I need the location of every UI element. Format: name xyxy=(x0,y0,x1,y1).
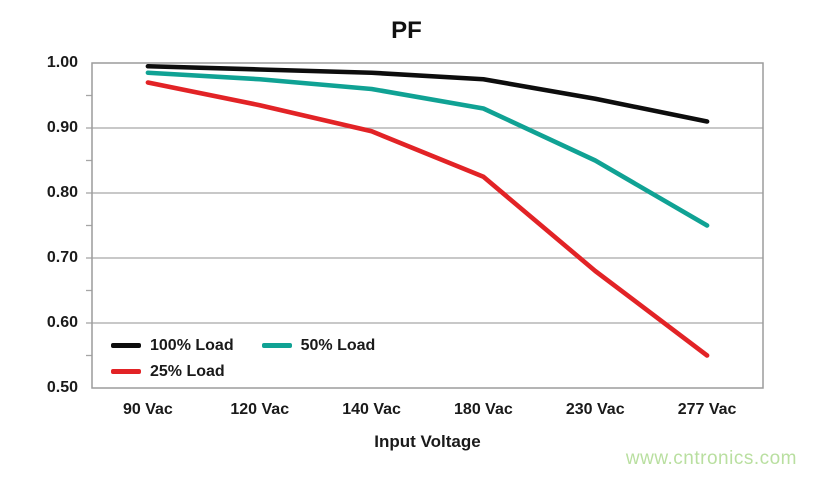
y-tick-label: 0.50 xyxy=(46,379,78,396)
legend-label-25-load: 25% Load xyxy=(150,362,225,380)
x-tick-label: 180 Vac xyxy=(454,401,513,418)
x-tick-label: 90 Vac xyxy=(122,401,173,418)
legend-swatch-50-load-icon xyxy=(261,343,292,348)
legend-label-100-load: 100% Load xyxy=(150,336,234,354)
x-tick-label: 140 Vac xyxy=(342,401,401,418)
legend-item-25-load: 25% Load xyxy=(111,361,234,382)
y-tick-label: 0.70 xyxy=(46,249,78,266)
watermark: www.cntronics.com xyxy=(625,448,797,469)
legend: 100% Load 50% Load 25% Load xyxy=(111,335,375,382)
legend-item-50-load: 50% Load xyxy=(261,335,376,356)
x-tick-label: 277 Vac xyxy=(677,401,737,418)
y-tick-label: 0.80 xyxy=(46,184,78,201)
chart-title: PF xyxy=(391,17,422,44)
y-tick-label: 0.60 xyxy=(46,314,78,331)
legend-label-50-load: 50% Load xyxy=(300,336,376,354)
x-axis-labels: 90 Vac 120 Vac 140 Vac 180 Vac 230 Vac 277 Va… xyxy=(0,401,813,423)
x-tick-label: 120 Vac xyxy=(230,401,290,418)
legend-swatch-25-load-icon xyxy=(111,369,141,374)
y-tick-label: 1.00 xyxy=(46,54,78,71)
x-axis-title: Input Voltage xyxy=(374,432,481,451)
y-tick-label: 0.90 xyxy=(46,119,78,136)
legend-item-100-load: 100% Load xyxy=(111,335,234,356)
legend-swatch-100-load-icon xyxy=(111,343,141,348)
x-tick-label: 230 Vac xyxy=(565,401,625,418)
